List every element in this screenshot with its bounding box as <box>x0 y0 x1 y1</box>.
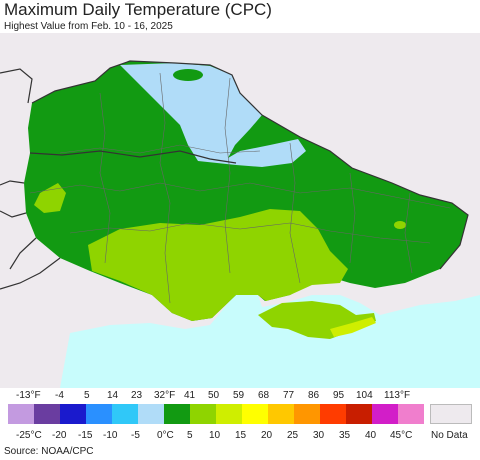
legend-c-6: 5 <box>187 430 193 441</box>
legend-c-5: 0°C <box>157 430 174 441</box>
map-subtitle: Highest Value from Feb. 10 - 16, 2025 <box>4 21 173 32</box>
legend-f-5: 32°F <box>154 390 176 401</box>
legend-f-7: 50 <box>208 390 220 401</box>
legend-c-1: -20 <box>52 430 67 441</box>
western-warm-patch <box>34 183 66 213</box>
legend-swatch-2 <box>60 404 86 424</box>
legend-f-4: 23 <box>131 390 143 401</box>
southern-warm-area <box>88 209 348 321</box>
legend-swatch-7 <box>190 404 216 424</box>
legend-swatch-3 <box>86 404 112 424</box>
legend-f-13: 104 <box>356 390 373 401</box>
legend-f-11: 86 <box>308 390 320 401</box>
province-boundaries <box>29 72 451 304</box>
legend-c-2: -15 <box>78 430 93 441</box>
legend-f-12: 95 <box>333 390 345 401</box>
green-patch-north <box>173 69 203 81</box>
legend-c-14: 45°C <box>390 430 413 441</box>
legend-f-3: 14 <box>107 390 119 401</box>
legend-f-6: 41 <box>184 390 196 401</box>
legend-swatch-5 <box>138 404 164 424</box>
legend-swatch-15 <box>398 404 424 424</box>
northern-cool-area <box>120 63 306 167</box>
legend-c-3: -10 <box>103 430 118 441</box>
legend-nodata-label: No Data <box>431 430 468 441</box>
legend-f-1: -4 <box>55 390 64 401</box>
legend-c-10: 25 <box>287 430 299 441</box>
legend-swatch-12 <box>320 404 346 424</box>
legend-f-2: 5 <box>84 390 90 401</box>
country-borders <box>0 60 469 290</box>
legend-swatch-9 <box>242 404 268 424</box>
legend-swatch-8 <box>216 404 242 424</box>
legend-c-4: -5 <box>131 430 140 441</box>
legend-c-11: 30 <box>313 430 325 441</box>
legend-swatch-14 <box>372 404 398 424</box>
legend-c-0: -25°C <box>16 430 42 441</box>
legend-swatch-0 <box>8 404 34 424</box>
legend-swatch-1 <box>34 404 60 424</box>
legend-f-0: -13°F <box>16 390 41 401</box>
legend-c-12: 35 <box>339 430 351 441</box>
legend-c-7: 10 <box>209 430 221 441</box>
legend-c-13: 40 <box>365 430 377 441</box>
temperature-map <box>0 33 480 388</box>
legend-nodata-swatch <box>430 404 472 424</box>
legend-f-9: 68 <box>258 390 270 401</box>
source-credit: Source: NOAA/CPC <box>4 446 94 457</box>
legend-c-9: 20 <box>261 430 273 441</box>
legend-f-10: 77 <box>283 390 295 401</box>
crimea-south-coast <box>330 317 376 337</box>
legend-swatch-11 <box>294 404 320 424</box>
legend-swatch-10 <box>268 404 294 424</box>
green-patch-east <box>394 221 406 229</box>
legend-swatch-4 <box>112 404 138 424</box>
legend-f-8: 59 <box>233 390 245 401</box>
legend-c-8: 15 <box>235 430 247 441</box>
legend-swatch-6 <box>164 404 190 424</box>
legend-swatch-13 <box>346 404 372 424</box>
map-title: Maximum Daily Temperature (CPC) <box>4 0 272 19</box>
legend-f-14: 113°F <box>384 390 411 401</box>
